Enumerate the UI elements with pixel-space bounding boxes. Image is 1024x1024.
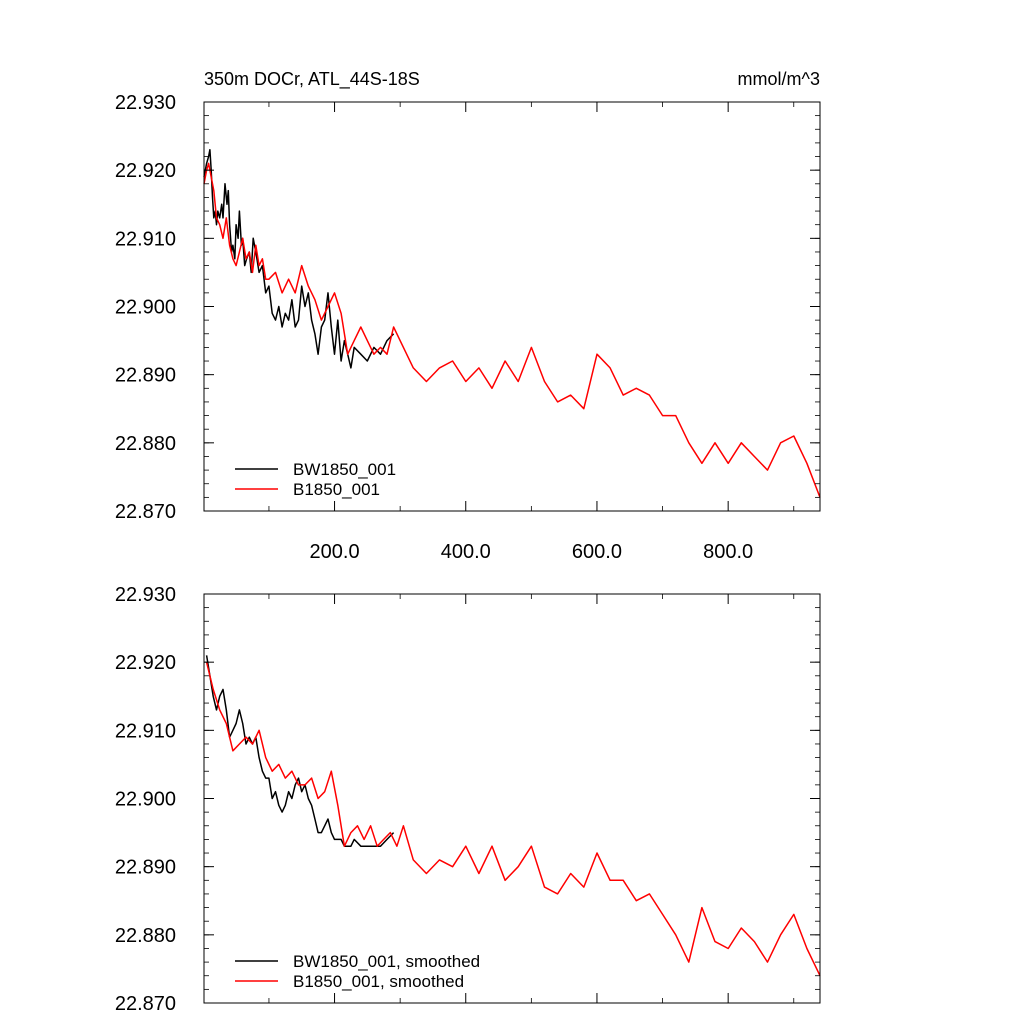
bottom-panel: 22.930 22.920 22.910 22.900 22.890 22.880 22.8… (115, 584, 821, 1015)
chart-title: 350m DOCr, ATL_44S-18S (204, 69, 420, 90)
top-ticks: 22.930 22.920 22.910 22.900 22.890 22.880 22.8… (115, 92, 820, 563)
top-xtick-label: 400.0 (441, 541, 491, 563)
top-series-line-1 (203, 162, 821, 498)
top-ytick-label: 22.900 (115, 297, 176, 319)
top-legend-label-1: B1850_001 (293, 480, 380, 499)
units-label: mmol/m^3 (738, 69, 820, 89)
bottom-ticks: 22.930 22.920 22.910 22.900 22.890 22.880 22.8… (115, 584, 820, 1015)
bottom-ytick-label: 22.930 (115, 584, 176, 606)
top-ytick-label: 22.910 (115, 228, 176, 250)
bottom-ytick-label: 22.900 (115, 789, 176, 811)
top-legend-label-0: BW1850_001 (293, 460, 396, 479)
bottom-plot-frame (203, 593, 821, 1004)
top-panel: 350m DOCr, ATL_44S-18S mmol/m^3 22.93022… (115, 69, 821, 563)
bottom-ytick-label: 22.870 (115, 993, 176, 1015)
top-ytick-label: 22.930 (115, 92, 176, 114)
bottom-ytick-label: 22.880 (115, 925, 176, 947)
bottom-series-line-0 (205, 655, 395, 847)
top-ytick-label: 22.880 (115, 433, 176, 455)
top-xtick-label: 200.0 (310, 541, 360, 563)
bottom-ytick-label: 22.890 (115, 857, 176, 879)
top-ytick-label: 22.890 (115, 365, 176, 387)
top-ytick-label: 22.920 (115, 160, 176, 182)
top-plot-frame (203, 101, 821, 512)
top-ytick-label: 22.870 (115, 501, 176, 523)
bottom-legend-label-0: BW1850_001, smoothed (293, 952, 480, 971)
bottom-legend-label-1: B1850_001, smoothed (293, 972, 464, 991)
bottom-series-group (205, 655, 821, 977)
bottom-series-line-1 (205, 662, 821, 977)
top-series-line-0 (203, 148, 395, 369)
top-xtick-label: 600.0 (572, 541, 622, 563)
bottom-ytick-label: 22.920 (115, 652, 176, 674)
top-series-group (203, 148, 821, 498)
top-xtick-label: 800.0 (703, 541, 753, 563)
bottom-ytick-label: 22.910 (115, 720, 176, 742)
